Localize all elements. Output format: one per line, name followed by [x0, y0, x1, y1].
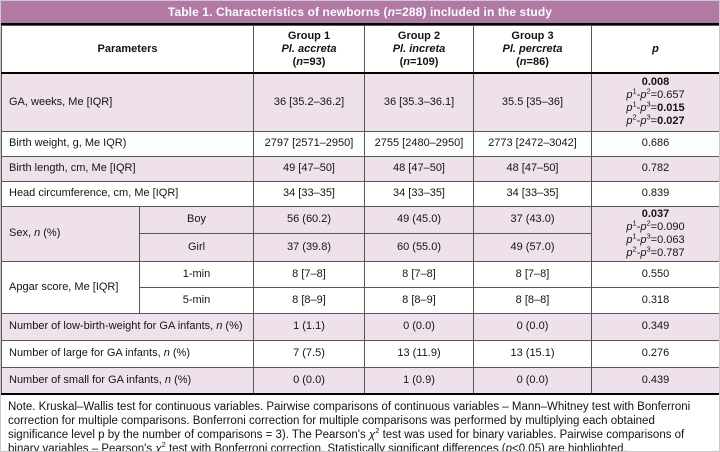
- row-label-ga: GA, weeks, Me [IQR]: [1, 72, 254, 132]
- table-title: Table 1. Characteristics of newborns (n =…: [1, 1, 719, 25]
- table-row: Apgar score, Me [IQR] 1-min 8 [7–8] 8 [7…: [1, 260, 719, 314]
- col-header-parameters: Parameters: [1, 25, 254, 74]
- value-cell: 36 [35.2–36.2]: [253, 72, 365, 132]
- value-cell: 37 (39.8): [253, 233, 365, 262]
- table-row: Head circumference, cm, Me [IQR] 34 [33–…: [1, 180, 719, 207]
- p-value-cell: 0.037 p1-p2=0.090 p1-p3=0.063 p2-p3=0.787: [591, 205, 719, 262]
- table-row: Girl 37 (39.8) 60 (55.0) 49 (57.0): [2, 233, 720, 262]
- value-cell: 0 (0.0): [253, 366, 365, 395]
- p-value-cell: 0.439: [591, 366, 719, 395]
- value-cell: 49 (45.0): [364, 205, 474, 234]
- table-row: 5-min 8 [8–9] 8 [8–9] 8 [8–8] 0.318: [2, 286, 719, 314]
- row-label-sex: Sex, n (%): [1, 205, 140, 262]
- value-cell: 2755 [2480–2950]: [364, 130, 474, 157]
- row-label-small-for-ga: Number of small for GA infants, n (%): [1, 366, 254, 395]
- p-value-cell: 0.550: [591, 260, 719, 288]
- value-cell: 13 (15.1): [473, 339, 592, 368]
- value-cell: 8 [7–8]: [473, 260, 592, 288]
- value-cell: 0 (0.0): [473, 366, 592, 395]
- table-note: Note. Kruskal–Wallis test for continuous…: [1, 395, 719, 451]
- row-label-large-for-ga: Number of large for GA infants, n (%): [1, 339, 254, 368]
- value-cell: 8 [8–9]: [364, 286, 474, 314]
- sub-label-girl: Girl: [139, 233, 254, 262]
- col-header-group-1: Group 1 Pl. accreta (n=93): [253, 25, 365, 74]
- value-cell: 8 [7–8]: [364, 260, 474, 288]
- table-row: GA, weeks, Me [IQR] 36 [35.2–36.2] 36 [3…: [1, 72, 719, 132]
- value-cell: 8 [7–8]: [253, 260, 365, 288]
- value-cell: 13 (11.9): [364, 339, 474, 368]
- row-label-low-birth-weight: Number of low-birth-weight for GA infant…: [1, 312, 254, 341]
- value-cell: 0 (0.0): [473, 312, 592, 341]
- value-cell: 48 [47–50]: [364, 155, 474, 182]
- header-row: Parameters Group 1 Pl. accreta (n=93) Grou…: [1, 25, 719, 74]
- p-value-cell: 0.008 p1-p2=0.657 p1-p3=0.015 p2-p3=0.027: [591, 72, 719, 132]
- value-cell: 8 [8–9]: [253, 286, 365, 314]
- value-cell: 37 (43.0): [473, 205, 592, 234]
- value-cell: 2773 [2472–3042]: [473, 130, 592, 157]
- value-cell: 35.5 [35–36]: [473, 72, 592, 132]
- value-cell: 8 [8–8]: [473, 286, 592, 314]
- table-row: Number of low-birth-weight for GA infant…: [1, 312, 719, 341]
- value-cell: 48 [47–50]: [473, 155, 592, 182]
- value-cell: 34 [33–35]: [473, 180, 592, 207]
- row-label-birth-length: Birth length, cm, Me [IQR]: [1, 155, 254, 182]
- characteristics-table: Parameters Group 1 Pl. accreta (n=93) Grou…: [1, 25, 720, 395]
- value-cell: 7 (7.5): [253, 339, 365, 368]
- sub-label-boy: Boy: [139, 205, 254, 234]
- value-cell: 2797 [2571–2950]: [253, 130, 365, 157]
- p-value-cell: 0.686: [591, 130, 719, 157]
- p-value-cell: 0.782: [591, 155, 719, 182]
- table-row: Sex, n (%) Boy 56 (60.2) 49 (45.0) 37 (4…: [1, 205, 719, 262]
- table-row: Number of small for GA infants, n (%) 0 …: [1, 366, 719, 395]
- p-value-cell: 0.276: [591, 339, 719, 368]
- value-cell: 49 [47–50]: [253, 155, 365, 182]
- value-cell: 36 [35.3–36.1]: [364, 72, 474, 132]
- table-row: Number of large for GA infants, n (%) 7 …: [1, 339, 719, 368]
- col-header-group-3: Group 3 Pl. percreta (n=86): [473, 25, 592, 74]
- value-cell: 34 [33–35]: [364, 180, 474, 207]
- p-value-cell: 0.318: [591, 286, 719, 314]
- col-header-group-2: Group 2 Pl. increta (n=109): [364, 25, 474, 74]
- sub-label-1min: 1-min: [139, 260, 254, 288]
- row-label-birth-weight: Birth weight, g, Me IQR): [1, 130, 254, 157]
- p-value-cell: 0.839: [591, 180, 719, 207]
- value-cell: 56 (60.2): [253, 205, 365, 234]
- p-value-cell: 0.349: [591, 312, 719, 341]
- value-cell: 49 (57.0): [473, 233, 592, 262]
- table-row: Birth length, cm, Me [IQR] 49 [47–50] 48…: [1, 155, 719, 182]
- row-label-apgar: Apgar score, Me [IQR]: [1, 260, 140, 314]
- col-header-p: p: [591, 25, 719, 74]
- table-row: Birth weight, g, Me IQR) 2797 [2571–2950…: [1, 130, 719, 157]
- sub-label-5min: 5-min: [139, 286, 254, 314]
- value-cell: 1 (0.9): [364, 366, 474, 395]
- value-cell: 34 [33–35]: [253, 180, 365, 207]
- row-label-head-circumference: Head circumference, cm, Me [IQR]: [1, 180, 254, 207]
- value-cell: 0 (0.0): [364, 312, 474, 341]
- value-cell: 60 (55.0): [364, 233, 474, 262]
- value-cell: 1 (1.1): [253, 312, 365, 341]
